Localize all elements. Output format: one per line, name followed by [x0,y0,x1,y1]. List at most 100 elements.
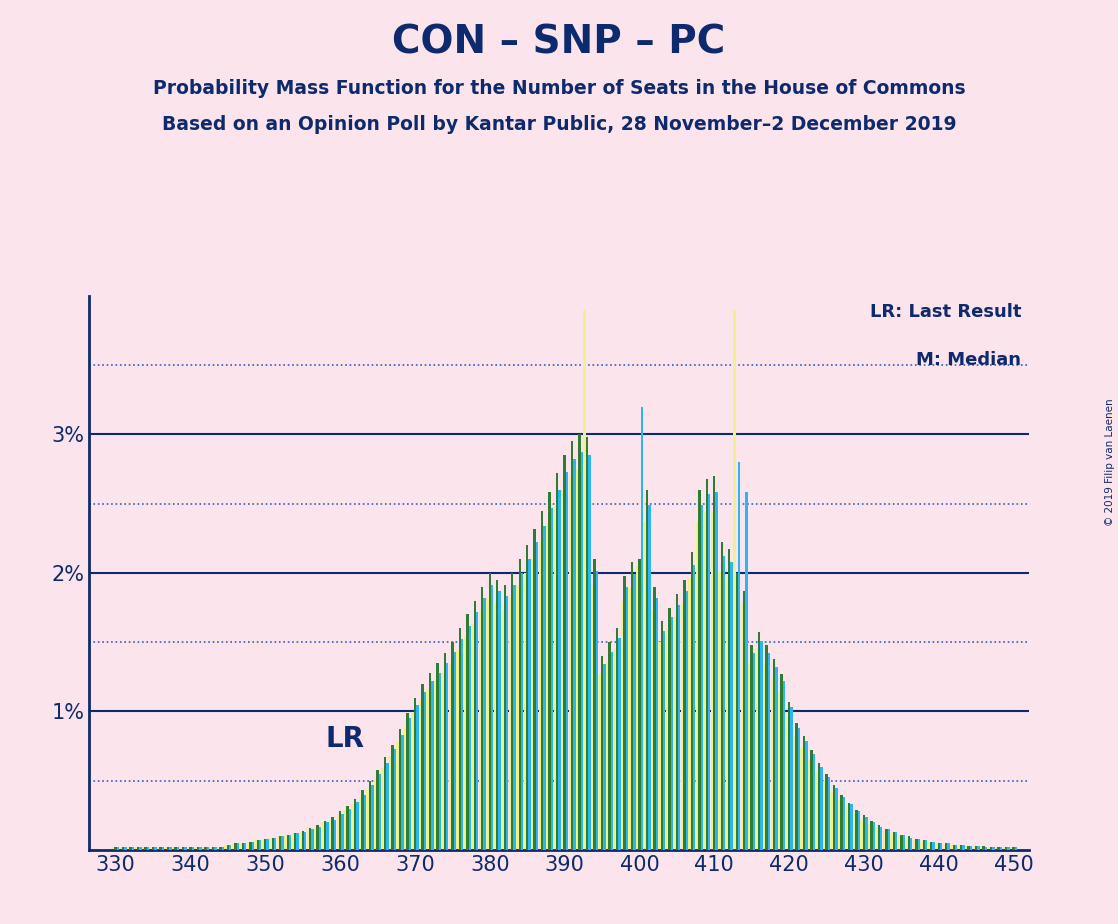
Bar [770,676,773,850]
Bar [950,845,953,850]
Bar [167,847,169,850]
Text: Based on an Opinion Poll by Kantar Public, 28 November–2 December 2019: Based on an Opinion Poll by Kantar Publi… [162,115,956,134]
Bar [551,507,553,850]
Bar [878,825,880,850]
Bar [586,437,588,850]
Bar [229,845,231,850]
Bar [247,842,249,850]
Bar [506,597,509,850]
Bar [541,510,543,850]
Bar [219,847,221,850]
Bar [955,845,957,850]
Bar [958,846,960,850]
Bar [234,843,237,850]
Bar [750,645,752,850]
Bar [202,847,205,850]
Bar [266,839,269,850]
Bar [922,841,925,850]
Bar [902,835,904,850]
Bar [977,846,979,850]
Bar [438,673,440,850]
Bar [536,542,538,850]
Bar [1015,847,1017,850]
Bar [566,471,568,850]
Bar [280,836,282,850]
Bar [973,846,975,850]
Bar [409,719,411,850]
Bar [556,473,558,850]
Bar [162,847,164,850]
Bar [177,847,179,850]
Bar [571,441,574,850]
Bar [436,663,438,850]
Bar [211,847,215,850]
Bar [130,847,132,850]
Bar [855,809,858,850]
Bar [983,846,985,850]
Bar [499,591,501,850]
Bar [521,573,523,850]
Bar [217,847,219,850]
Bar [394,748,396,850]
Bar [344,809,347,850]
Bar [197,847,199,850]
Bar [561,490,563,850]
Bar [778,691,780,850]
Bar [419,700,421,850]
Bar [580,453,584,850]
Bar [284,835,286,850]
Bar [414,698,416,850]
Bar [205,847,207,850]
Bar [142,847,144,850]
Bar [661,622,663,850]
Bar [756,652,758,850]
Bar [349,808,351,850]
Bar [678,604,681,850]
Bar [863,816,865,850]
Bar [319,826,321,850]
Bar [114,847,116,850]
Bar [821,767,823,850]
Bar [543,526,546,850]
Bar [525,545,529,850]
Bar [604,664,606,850]
Bar [254,841,257,850]
Bar [746,492,748,850]
Bar [620,601,623,850]
Bar [980,847,983,850]
Bar [793,736,795,850]
Bar [740,603,743,850]
Bar [683,580,685,850]
Bar [764,663,766,850]
Bar [743,591,746,850]
Bar [776,667,778,850]
Bar [379,774,381,850]
Bar [616,628,618,850]
Bar [152,847,154,850]
Bar [967,846,970,850]
Bar [925,841,928,850]
Bar [718,571,721,850]
Bar [638,559,641,850]
Bar [685,591,688,850]
Bar [831,792,833,850]
Bar [294,833,296,850]
Bar [896,832,898,850]
Bar [282,836,284,850]
Bar [479,611,481,850]
Bar [112,847,114,850]
Bar [738,462,740,850]
Bar [464,637,466,850]
Bar [618,638,620,850]
Bar [576,470,578,850]
Bar [835,787,837,850]
Bar [833,784,835,850]
Bar [681,603,683,850]
Bar [533,529,536,850]
Bar [811,750,813,850]
Bar [798,728,800,850]
Text: CON – SNP – PC: CON – SNP – PC [392,23,726,61]
Bar [179,847,182,850]
Bar [517,586,519,850]
Bar [386,763,389,850]
